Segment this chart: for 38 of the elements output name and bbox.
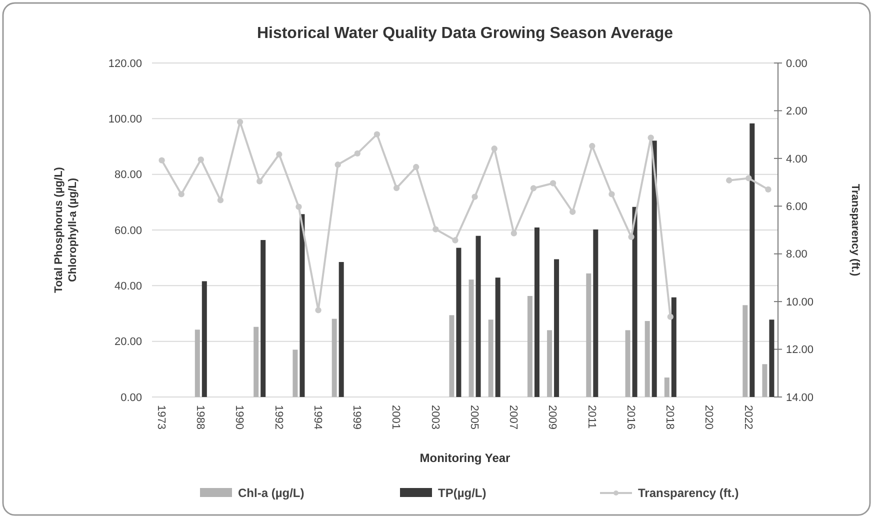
- chart-title: Historical Water Quality Data Growing Season Average: [256, 25, 674, 42]
- y2-tick-label: 12.00: [786, 344, 814, 356]
- legend-label: Chl-a (µg/L): [238, 486, 304, 500]
- legend-label: TP(µg/L): [438, 486, 486, 500]
- x-tick-label: 1988: [194, 405, 206, 430]
- y-tick-label: 60.00: [114, 224, 142, 237]
- x-tick-label: 1999: [350, 405, 363, 430]
- legend-label: Transparency (ft.): [638, 486, 739, 500]
- y2-tick-label: 2.00: [786, 106, 808, 118]
- y2-tick-label: 6.00: [786, 200, 808, 213]
- x-tick-label: 2003: [428, 405, 441, 430]
- x-tick-label: 2016: [624, 405, 636, 430]
- y-tick-label: 80.00: [114, 169, 142, 182]
- y2-tick-label: 4.00: [786, 153, 808, 166]
- x-tick-label: 2001: [390, 405, 402, 430]
- x-tick-label: 1994: [311, 405, 324, 430]
- x-tick-label: 1973: [154, 405, 167, 430]
- x-tick-label: 2020: [702, 405, 715, 430]
- y-tick-label: 20.00: [114, 336, 142, 348]
- y2-axis-title: Transparency (ft.): [849, 184, 861, 276]
- y-tick-label: 100.00: [108, 114, 142, 126]
- y-tick-label: 40.00: [114, 280, 142, 293]
- x-tick-label: 2018: [664, 405, 676, 430]
- x-tick-label: 2007: [507, 405, 520, 430]
- x-tick-label: 1990: [233, 405, 246, 430]
- y2-tick-label: 14.00: [786, 392, 814, 404]
- y2-tick-label: 0.00: [786, 58, 808, 70]
- y2-tick-label: 8.00: [786, 248, 808, 261]
- x-tick-label: 2009: [546, 405, 558, 430]
- x-tick-label: 2022: [742, 405, 754, 430]
- x-tick-label: 2005: [468, 405, 480, 430]
- x-tick-label: 2011: [585, 405, 598, 429]
- y-axis-title: Total Phosphorus (µg/L) Chlorophyll-a (µg/L): [53, 166, 79, 293]
- x-tick-label: 1992: [272, 405, 284, 430]
- y2-tick-label: 10.00: [786, 296, 814, 308]
- y-tick-label: 0.00: [120, 392, 142, 404]
- y-tick-label: 120.00: [108, 58, 142, 70]
- x-axis-title: Monitoring Year: [420, 451, 511, 465]
